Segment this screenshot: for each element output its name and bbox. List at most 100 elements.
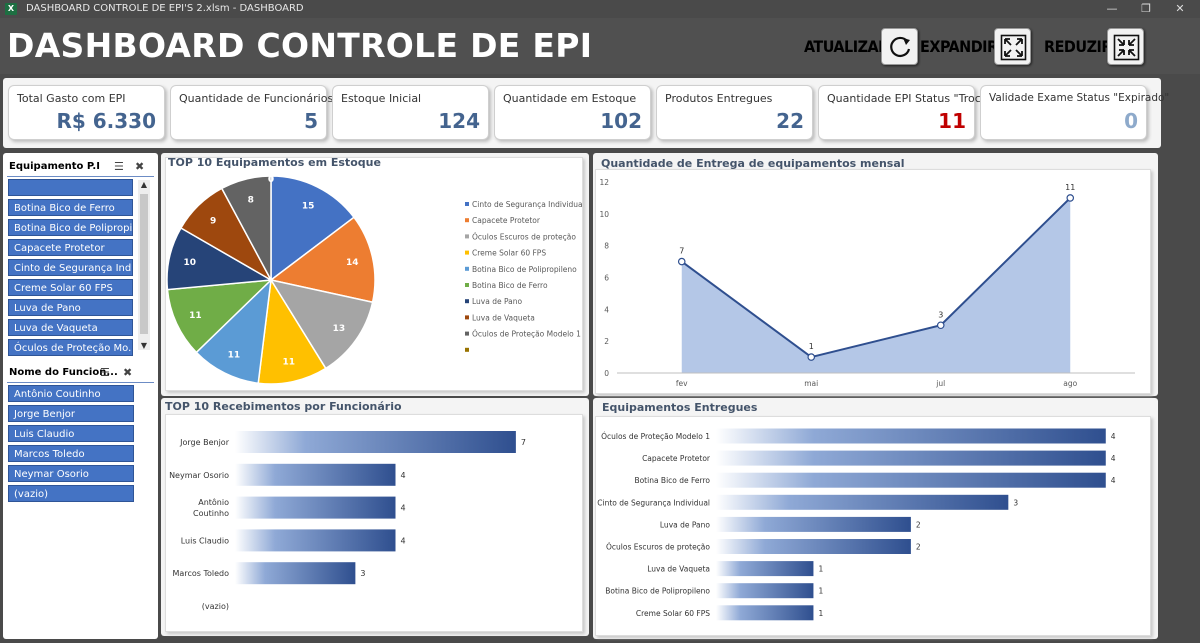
reduce-icon (1113, 34, 1140, 61)
bar (235, 431, 516, 453)
minimize-button[interactable]: — (1106, 2, 1118, 15)
x-tick-label: mai (804, 379, 818, 388)
category-label: Marcos Toledo (173, 569, 230, 578)
pie-slice (269, 278, 374, 370)
employee-slicer-title: Nome do Funcion... (9, 367, 118, 378)
data-point (1066, 194, 1075, 202)
bar (716, 450, 1106, 466)
reduce-button[interactable] (1107, 28, 1144, 65)
equipment-slicer-item[interactable]: Óculos de Proteção Mo... (8, 339, 133, 356)
multi-select-icon[interactable]: ☰ (114, 160, 124, 173)
scroll-down-icon[interactable]: ▼ (140, 341, 148, 350)
category-label: Luva de Vaqueta (647, 565, 710, 574)
employee-slicer-item[interactable]: Jorge Benjor (8, 405, 134, 422)
equipment-slicer-item[interactable]: Luva de Pano (8, 299, 133, 316)
equipment-slicer-title: Equipamento P.I (9, 161, 100, 172)
bar-value-label: 4 (401, 504, 406, 513)
employee-bar-title: TOP 10 Recebimentos por Funcionário (165, 400, 402, 413)
legend-entry: Botina Bico de Ferro (472, 281, 548, 290)
pie-slice (220, 175, 272, 281)
pie-slice (269, 216, 376, 304)
kpi-card-stock-quantity: Quantidade em Estoque 102 (494, 85, 651, 140)
multi-select-icon[interactable]: ☰ (100, 366, 110, 379)
employee-slicer-item[interactable]: Marcos Toledo (8, 445, 134, 462)
bar-value-label: 1 (818, 587, 823, 596)
equipment-slicer-item[interactable]: Botina Bico de Ferro (8, 199, 133, 216)
pie-data-label: 14 (346, 258, 359, 268)
bar (235, 529, 396, 552)
category-label: Óculos Escuros de proteção (606, 543, 710, 552)
bar (716, 494, 1009, 510)
pie-chart-panel: TOP 10 Equipamentos em Estoque 15 14 13 11 1… (161, 153, 589, 396)
reduce-label[interactable]: REDUZIR (1044, 37, 1112, 56)
equipment-slicer-item[interactable]: Botina Bico de Polipropi... (8, 219, 133, 236)
category-label: Neymar Osorio (169, 471, 229, 480)
x-tick-label: jul (935, 379, 945, 388)
scroll-thumb[interactable] (140, 194, 148, 334)
employee-slicer-item[interactable]: Neymar Osorio (8, 465, 134, 482)
category-label: Cinto de Segurança Individual (597, 498, 710, 507)
legend-swatch (465, 250, 469, 255)
bar-value-label: 2 (916, 543, 921, 552)
excel-icon: X (5, 3, 17, 15)
pie-data-label: 11 (283, 357, 296, 367)
category-label: Creme Solar 60 FPS (636, 609, 710, 618)
data-label: 3 (938, 310, 943, 319)
data-label: 1 (809, 342, 814, 351)
legend-swatch (465, 331, 469, 336)
expand-label[interactable]: EXPANDIR (920, 37, 998, 56)
equipment-slicer-item[interactable] (8, 179, 133, 196)
pie-data-label: 10 (183, 258, 196, 268)
kpi-card-status-trocar: Quantidade EPI Status "Trocar" 11 (818, 85, 997, 140)
employee-slicer-item[interactable]: Antônio Coutinho (8, 385, 134, 402)
x-tick-label: ago (1063, 379, 1077, 388)
kpi-label: Quantidade EPI Status "Trocar" (827, 92, 998, 105)
slicer-panel: Equipamento P.I ☰ ✖ Botina Bico de Ferro… (3, 153, 158, 639)
legend-entry: Cinto de Segurança Individual (472, 200, 583, 209)
y-tick-label: 2 (604, 337, 609, 346)
refresh-label[interactable]: ATUALIZAR (804, 37, 889, 56)
equipment-slicer-item[interactable]: Capacete Protetor (8, 239, 133, 256)
pie-slice (166, 279, 274, 354)
bar-value-label: 4 (1111, 432, 1116, 441)
bar-value-label: 7 (521, 438, 526, 447)
line-chart: 0 2 4 6 8 10 12 7 fev 1 mai 3 jul 11 ago (599, 178, 1135, 388)
pie-slice (195, 277, 273, 385)
legend-swatch (465, 266, 469, 271)
kpi-value: R$ 6.330 (56, 109, 156, 133)
scroll-up-icon[interactable]: ▲ (140, 180, 148, 189)
expand-button[interactable] (994, 28, 1031, 65)
legend-entry: Botina Bico de Polipropileno (472, 265, 577, 274)
equipment-slicer-scrollbar[interactable]: ▲ ▼ (138, 180, 150, 350)
bar-value-label: 1 (818, 565, 823, 574)
legend-swatch (465, 234, 469, 239)
restore-button[interactable]: ❐ (1141, 2, 1151, 15)
line-chart-title: Quantidade de Entrega de equipamentos me… (601, 157, 905, 170)
equipment-slicer-item[interactable]: Luva de Vaqueta (8, 319, 133, 336)
equipment-slicer-item[interactable]: Creme Solar 60 FPS (8, 279, 133, 296)
y-tick-label: 0 (604, 369, 609, 378)
clear-filter-icon[interactable]: ✖ (135, 160, 145, 173)
bar-value-label: 4 (1111, 454, 1116, 463)
category-label: Jorge Benjor (179, 438, 230, 447)
bar-value-label: 3 (360, 569, 365, 578)
refresh-button[interactable] (881, 28, 918, 65)
kpi-label: Produtos Entregues (665, 92, 773, 105)
data-point (936, 321, 945, 330)
window-titlebar: X DASHBOARD CONTROLE DE EPI'S 2.xlsm - D… (0, 0, 1200, 18)
line-chart-panel: Quantidade de Entrega de equipamentos me… (593, 153, 1158, 396)
pie-slice (257, 277, 327, 385)
equipment-bar-title: Equipamentos Entregues (602, 401, 758, 414)
series-line (681, 197, 1071, 359)
clear-filter-icon[interactable]: ✖ (123, 366, 133, 379)
category-label: Botina Bico de Ferro (634, 476, 710, 485)
pie-data-label: 11 (189, 311, 202, 321)
employee-slicer-item[interactable]: Luis Claudio (8, 425, 134, 442)
employee-slicer-item[interactable]: (vazio) (8, 485, 134, 502)
close-button[interactable]: ✕ (1175, 2, 1185, 15)
y-tick-label: 8 (604, 242, 609, 251)
kpi-value: 22 (776, 109, 804, 133)
legend-entry: Luva de Vaqueta (472, 313, 535, 322)
refresh-icon (890, 36, 911, 58)
equipment-slicer-item[interactable]: Cinto de Segurança Indi... (8, 259, 133, 276)
